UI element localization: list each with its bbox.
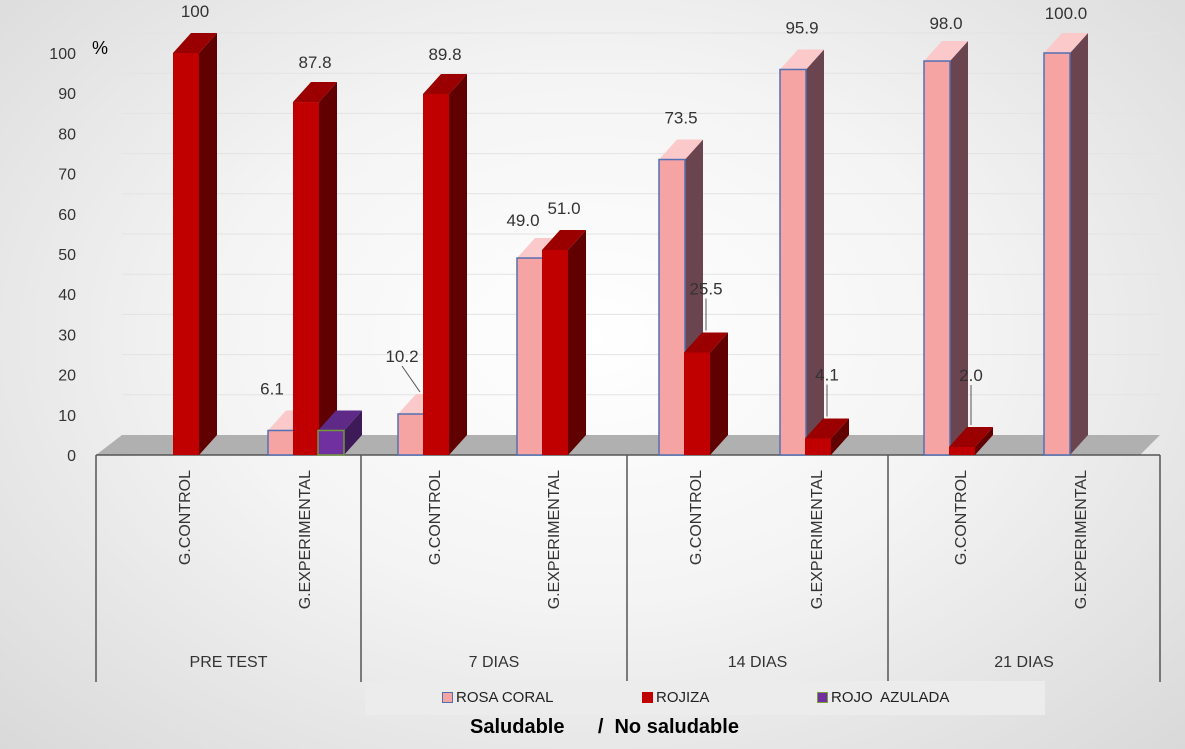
y-tick-label-80: 80 [58,126,76,143]
category-label-g-experimental-1: G.EXPERIMENTAL [297,470,314,609]
y-tick-label-20: 20 [58,368,76,385]
y-tick-label-30: 30 [58,327,76,344]
data-label-rojiza-5: 25.5 [689,279,722,298]
bar-rojiza-2-top [293,82,337,103]
bar-rojiza-3-side [449,74,467,455]
chart-floor [96,435,1160,455]
category-label-g-control-1: G.CONTROL [177,470,194,565]
bar-rojiza-2 [293,102,319,455]
y-tick-label-50: 50 [58,247,76,264]
bar-rosa-coral-2 [267,429,295,456]
bar-rojo-azulada-2-side [344,410,362,455]
bar-rojiza-6 [805,438,831,455]
bar-rojiza-6-top [805,418,849,439]
data-label-rojiza-6: 4.1 [815,366,839,385]
y-tick-label-100: 100 [49,46,76,63]
bar-rojiza-1-top [173,33,217,53]
y-tick-label-70: 70 [58,167,76,184]
y-tick-label-60: 60 [58,207,76,224]
bar-rojiza-3 [423,94,449,455]
leader-line-rosa-coral-3 [401,365,421,393]
data-label-rojiza-3: 89.8 [428,45,461,64]
bar-rosa-coral-8 [1043,52,1071,456]
legend-item-rojo-azulada: ROJO AZULADA [817,689,949,706]
group-label-21-dias: 21 DIAS [994,654,1054,671]
bar-rojo-azulada-2 [317,429,345,456]
data-label-rosa-coral-3: 10.2 [385,347,418,366]
bar-rosa-coral-6-top [780,49,824,70]
y-tick-label-10: 10 [58,408,76,425]
bar-rojiza-3-top [423,74,467,95]
bar-rojiza-5-side [710,332,728,455]
bar-rosa-coral-7-top [924,41,968,62]
bar-rojiza-7-side [975,426,993,455]
category-label-g-control-2: G.CONTROL [427,470,444,565]
bar-rojiza-7-top [949,426,993,447]
y-axis-label: % [92,38,108,58]
category-label-g-control-4: G.CONTROL [953,470,970,565]
bar-rosa-coral-7-side [950,41,968,455]
category-label-g-control-3: G.CONTROL [688,470,705,565]
y-tick-label-90: 90 [58,86,76,103]
legend-swatch-rosa-coral [442,692,453,703]
bar-rosa-coral-8-side [1070,33,1088,455]
legend-label-rojiza: ROJIZA [656,689,710,706]
category-label-g-experimental-3: G.EXPERIMENTAL [809,470,826,609]
bar-rosa-coral-3 [397,413,425,456]
bar-rojiza-1 [173,53,199,455]
y-tick-label-40: 40 [58,287,76,304]
data-label-rosa-coral-7: 98.0 [929,14,962,33]
legend-swatch-rojiza [642,692,653,703]
bar-rojiza-2-side [319,82,337,455]
bar-rosa-coral-4 [516,257,544,456]
data-label-rosa-coral-2: 6.1 [260,379,284,398]
group-label-14-dias: 14 DIAS [728,654,788,671]
y-tick-label-0: 0 [67,448,76,465]
data-label-rojiza-4: 51.0 [547,199,580,218]
bar-rojiza-4-top [542,229,586,250]
bar-rojiza-5 [684,352,710,455]
bar-rosa-coral-7 [923,60,951,456]
legend-item-rojiza: ROJIZA [642,689,709,706]
category-label-g-experimental-4: G.EXPERIMENTAL [1073,470,1090,609]
bar-rosa-coral-6 [779,68,807,456]
bar-rojo-azulada-2-top [318,410,362,431]
bar-rojiza-4-side [568,229,586,455]
data-label-rojiza-7: 2.0 [959,366,983,385]
bar-rojiza-6-side [831,418,849,455]
bar-rosa-coral-8-top [1044,33,1088,53]
data-label-rosa-coral-5: 73.5 [664,109,697,128]
bar-rosa-coral-5-top [659,139,703,160]
legend-item-rosa-coral: ROSA CORAL [442,689,554,706]
bar-rojiza-7 [949,446,975,455]
legend-label-rojo-azulada: ROJO AZULADA [831,689,950,706]
data-label-rojiza-1: 100 [181,2,209,21]
bar-rojiza-5-top [684,332,728,353]
bar-rojiza-1-side [199,33,217,455]
data-label-rosa-coral-6: 95.9 [785,18,818,37]
legend-label-rosa-coral: ROSA CORAL [456,689,554,706]
data-label-rosa-coral-8: 100.0 [1045,4,1088,23]
bar-rosa-coral-6-side [806,49,824,456]
legend: ROSA CORAL ROJIZA ROJO AZULADA [365,681,1045,715]
group-label-pre-test: PRE TEST [190,654,268,671]
legend-swatch-rojo-azulada [817,692,828,703]
data-label-rojiza-2: 87.8 [298,53,331,72]
bar-rojiza-4 [542,249,568,455]
category-label-g-experimental-2: G.EXPERIMENTAL [546,470,563,609]
data-label-rosa-coral-4: 49.0 [506,211,539,230]
group-label-7-dias: 7 DIAS [469,654,520,671]
chart-caption: Saludable / No saludable [470,716,739,738]
bar-rosa-coral-5 [658,158,686,456]
